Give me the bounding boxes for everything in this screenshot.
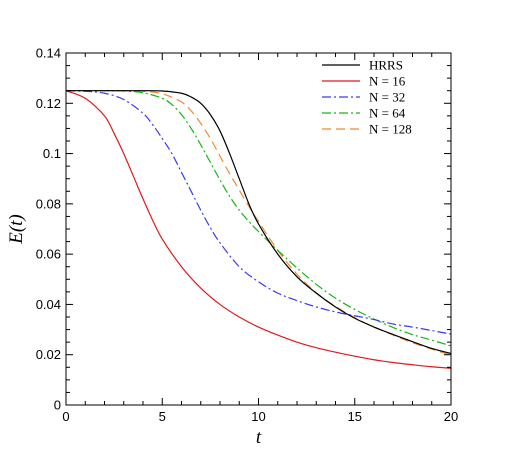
x-axis-label: t xyxy=(256,427,262,448)
legend-label-0: HRRS xyxy=(369,58,403,73)
legend-label-1: N = 16 xyxy=(369,74,406,89)
y-tick-label: 0.06 xyxy=(36,247,61,262)
legend-label-3: N = 64 xyxy=(369,106,406,121)
y-axis-label: E(t) xyxy=(6,214,27,245)
legend-label-2: N = 32 xyxy=(369,90,405,105)
series-line-3 xyxy=(66,90,451,347)
series-line-0 xyxy=(66,90,451,355)
ticks-layer: 0 5 10 15 20 0 0.02 0.04 0.06 0.08 0.1 0.12 0.14 xyxy=(36,46,459,425)
y-tick-label: 0.12 xyxy=(36,96,61,111)
x-tick-label: 15 xyxy=(348,409,362,424)
y-tick-label: 0.04 xyxy=(36,297,61,312)
y-tick-label: 0.02 xyxy=(36,347,61,362)
x-tick-label: 5 xyxy=(159,409,166,424)
series-line-1 xyxy=(66,90,451,369)
y-tick-label: 0.14 xyxy=(36,46,61,61)
series-layer xyxy=(66,90,451,369)
y-tick-label: 0.08 xyxy=(36,196,61,211)
legend-label-4: N = 128 xyxy=(369,122,412,137)
y-tick-label: 0 xyxy=(54,398,61,413)
y-tick-label: 0.1 xyxy=(43,146,61,161)
x-tick-label: 10 xyxy=(251,409,265,424)
series-line-2 xyxy=(66,90,451,335)
x-tick-label: 20 xyxy=(444,409,458,424)
x-tick-label: 0 xyxy=(62,409,69,424)
